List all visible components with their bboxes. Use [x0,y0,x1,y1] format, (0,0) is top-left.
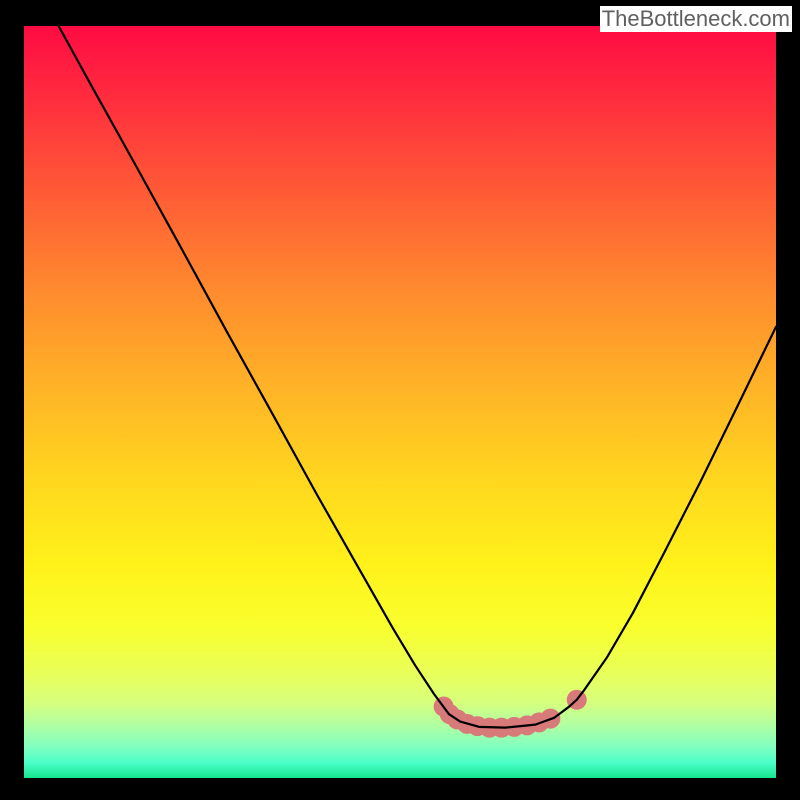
bottom-markers-group [434,690,587,738]
chart-overlay [24,26,776,778]
bottleneck-chart: TheBottleneck.com [0,0,800,800]
bottleneck-curve [59,26,776,728]
plot-area [24,26,776,778]
watermark-label: TheBottleneck.com [600,6,792,32]
